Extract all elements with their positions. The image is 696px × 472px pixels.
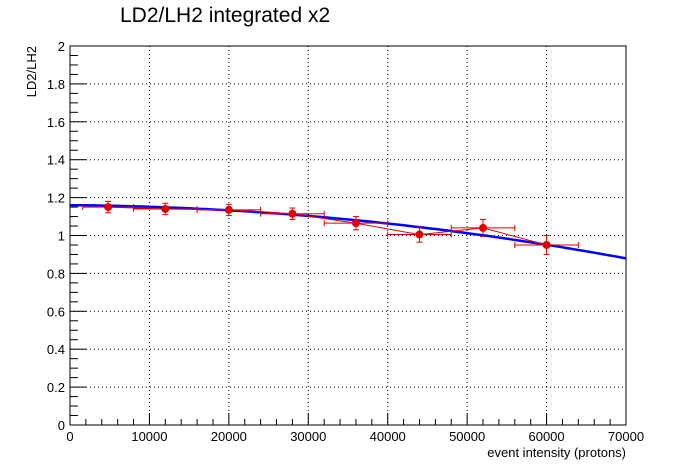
x-tick-label: 40000 [370, 429, 406, 444]
x-tick-label: 60000 [528, 429, 564, 444]
x-tick-label: 50000 [449, 429, 485, 444]
x-tick-label: 0 [66, 429, 73, 444]
x-axis: 0 10000 20000 30000 40000 50000 60000 70000 [66, 413, 644, 444]
x-tick-label: 10000 [131, 429, 167, 444]
data-marker [104, 203, 113, 212]
y-tick-label: 1.4 [47, 153, 65, 168]
grid-layer [70, 46, 626, 425]
y-tick-label: 2 [58, 39, 65, 54]
data-point [133, 202, 198, 216]
y-axis: 0 0.2 0.4 0.6 0.8 1 1.2 1.4 1.6 1.8 2 [47, 39, 86, 433]
data-marker [542, 240, 551, 249]
chart-title: LD2/LH2 integrated x2 [120, 4, 331, 27]
fit-curve-layer [70, 203, 627, 260]
fit-curve [70, 203, 627, 260]
y-tick-label: 1.8 [47, 77, 65, 92]
data-points-layer [82, 200, 579, 255]
data-point [196, 203, 262, 217]
y-tick-label: 0 [58, 418, 65, 433]
x-axis-label: event intensity (protons) [487, 445, 626, 460]
data-point [323, 216, 389, 231]
data-marker [161, 204, 170, 213]
data-marker [351, 219, 360, 228]
data-point [387, 226, 452, 243]
data-marker [224, 205, 233, 214]
y-axis-label: LD2/LH2 [24, 46, 39, 97]
x-tick-label: 30000 [290, 429, 326, 444]
data-marker [415, 230, 424, 239]
y-tick-label: 1.6 [47, 115, 65, 130]
y-tick-label: 0.4 [47, 342, 65, 357]
data-point [260, 207, 325, 220]
y-tick-label: 0.6 [47, 304, 65, 319]
data-point [82, 200, 135, 214]
data-point [514, 235, 579, 255]
data-point [450, 218, 516, 237]
y-tick-label: 1 [58, 229, 65, 244]
y-tick-label: 1.2 [47, 191, 65, 206]
y-tick-label: 0.8 [47, 266, 65, 281]
data-marker [288, 209, 297, 218]
y-tick-label: 0.2 [47, 380, 65, 395]
x-tick-label: 20000 [211, 429, 247, 444]
data-marker [479, 223, 488, 232]
x-tick-label: 70000 [608, 429, 644, 444]
